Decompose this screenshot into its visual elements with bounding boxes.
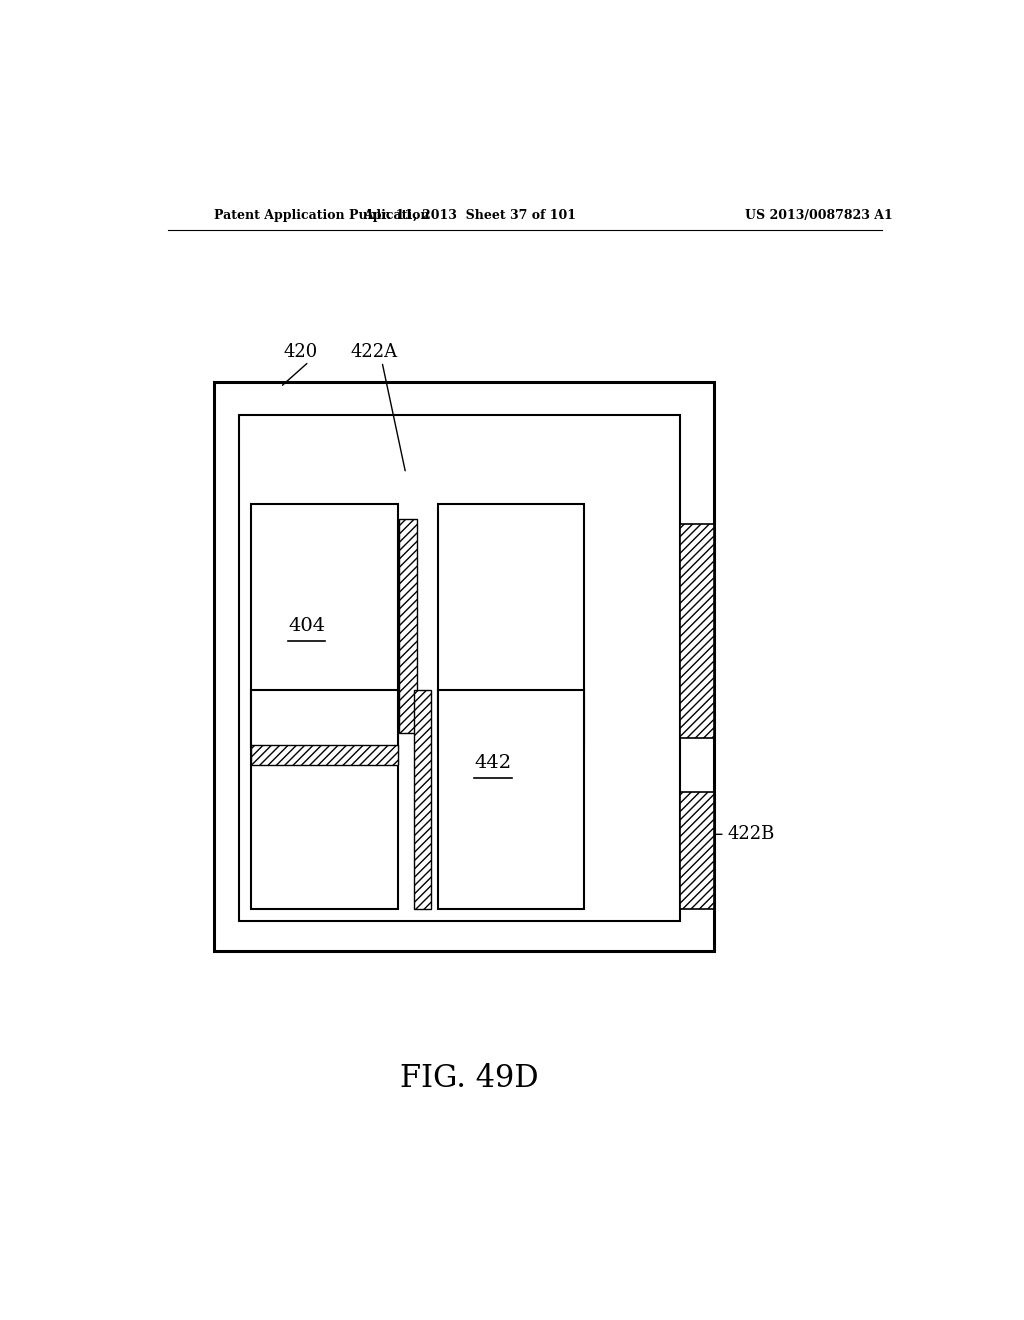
Text: Patent Application Publication: Patent Application Publication (214, 209, 429, 222)
Bar (680, 524, 715, 738)
Bar (240, 414, 680, 921)
Bar (414, 690, 431, 908)
Text: US 2013/0087823 A1: US 2013/0087823 A1 (744, 209, 892, 222)
Text: 420: 420 (284, 342, 318, 360)
Text: 442: 442 (474, 754, 512, 772)
Text: 404: 404 (288, 616, 326, 635)
Text: 422A: 422A (350, 342, 397, 360)
Bar (437, 690, 585, 908)
Text: FIG. 49D: FIG. 49D (400, 1063, 539, 1094)
Bar (680, 792, 715, 908)
Bar (399, 519, 417, 733)
Bar (251, 744, 397, 766)
Bar (437, 504, 585, 748)
Bar (214, 381, 714, 952)
Text: 422B: 422B (728, 825, 775, 843)
Bar (251, 690, 397, 908)
Text: Apr. 11, 2013  Sheet 37 of 101: Apr. 11, 2013 Sheet 37 of 101 (362, 209, 575, 222)
Bar (251, 504, 397, 748)
